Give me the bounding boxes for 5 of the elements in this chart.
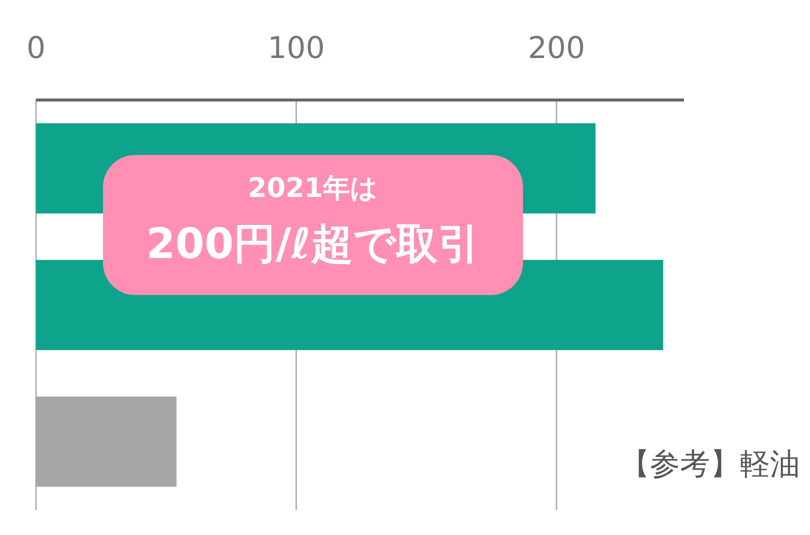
x-tick-label: 0 <box>26 31 46 66</box>
annotation: 2021年は 200円/ℓ超で取引 <box>146 173 480 268</box>
annotation: 【参考】軽油 <box>620 447 800 482</box>
x-tick-label: 200 <box>528 31 586 66</box>
x-tick-label: 100 <box>268 31 325 66</box>
